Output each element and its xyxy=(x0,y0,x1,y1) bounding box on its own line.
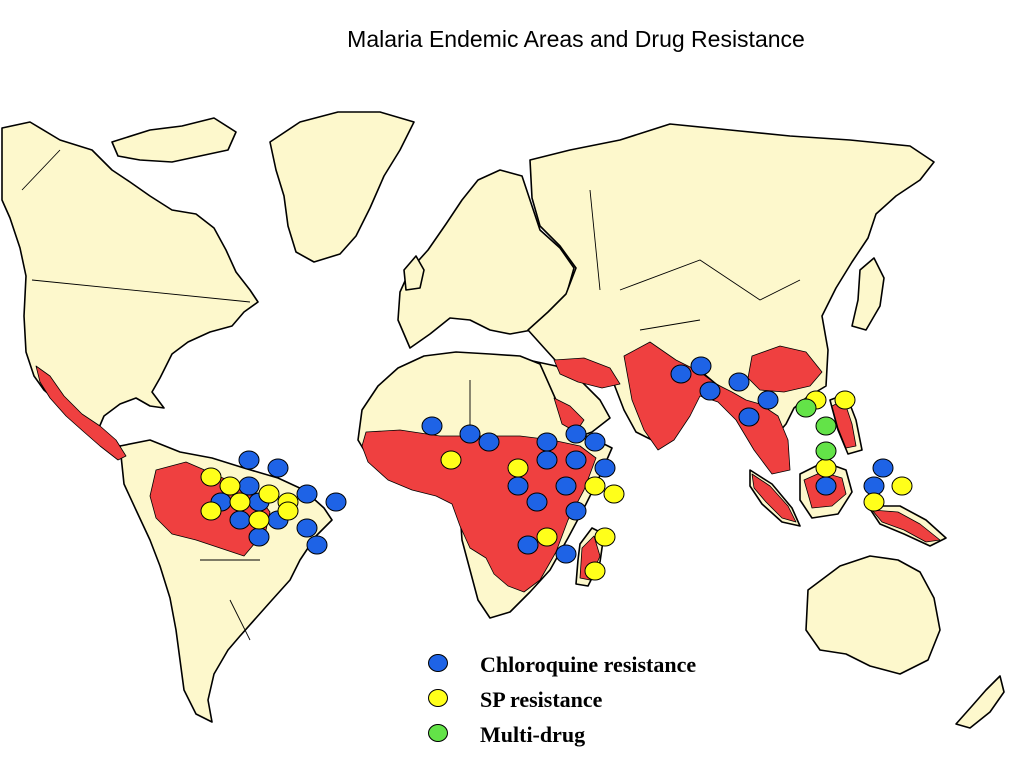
sp-marker xyxy=(584,561,606,581)
chloroquine-marker xyxy=(555,544,577,564)
chloroquine-marker xyxy=(565,450,587,470)
europe xyxy=(397,169,575,349)
chloroquine-marker xyxy=(584,432,606,452)
sp-marker xyxy=(863,492,885,512)
chloroquine-marker xyxy=(565,501,587,521)
chloroquine-marker xyxy=(238,450,260,470)
chloroquine-marker xyxy=(594,458,616,478)
chloroquine-marker xyxy=(306,535,328,555)
japan xyxy=(851,257,885,331)
legend-label: SP resistance xyxy=(480,687,603,712)
sp-marker xyxy=(440,450,462,470)
chloroquine-marker xyxy=(459,424,481,444)
chloroquine-marker xyxy=(872,458,894,478)
endemic-sumatra xyxy=(751,473,797,523)
north-america xyxy=(1,121,259,457)
chloroquine-marker xyxy=(815,476,837,496)
chloroquine-marker xyxy=(699,381,721,401)
endemic-africa xyxy=(361,429,597,593)
sp-marker xyxy=(248,510,270,530)
endemic-china-south xyxy=(747,345,823,393)
chloroquine-marker xyxy=(565,424,587,444)
chloroquine-marker xyxy=(536,432,558,452)
multidrug-marker xyxy=(795,398,817,418)
malaria-endemic-areas xyxy=(35,341,941,593)
chloroquine-marker xyxy=(267,458,289,478)
chloroquine-marker xyxy=(248,527,270,547)
sp-marker xyxy=(200,501,222,521)
endemic-central-america xyxy=(35,365,127,461)
multidrug-marker xyxy=(815,441,837,461)
greenland xyxy=(269,111,415,263)
sp-marker xyxy=(536,527,558,547)
endemic-middle-east xyxy=(553,357,621,389)
chloroquine-swatch-icon xyxy=(428,654,448,672)
sp-marker xyxy=(258,484,280,504)
chloroquine-marker xyxy=(325,492,347,512)
sp-marker xyxy=(200,467,222,487)
multidrug-marker xyxy=(815,416,837,436)
sp-marker xyxy=(507,458,529,478)
map-title: Malaria Endemic Areas and Drug Resistanc… xyxy=(347,26,805,52)
chloroquine-marker xyxy=(863,476,885,496)
legend-label: Chloroquine resistance xyxy=(480,652,697,677)
sp-marker xyxy=(219,476,241,496)
legend-label: Multi-drug xyxy=(480,722,586,747)
sp-marker xyxy=(584,476,606,496)
chloroquine-marker xyxy=(555,476,577,496)
chloroquine-marker xyxy=(296,484,318,504)
sp-marker xyxy=(834,390,856,410)
australia xyxy=(805,555,941,675)
land-masses xyxy=(1,111,1005,729)
sp-marker xyxy=(603,484,625,504)
multidrug-swatch-icon xyxy=(428,724,448,742)
sp-marker xyxy=(277,501,299,521)
chloroquine-marker xyxy=(690,356,712,376)
sp-marker xyxy=(815,458,837,478)
chloroquine-marker xyxy=(507,476,529,496)
chloroquine-marker xyxy=(738,407,760,427)
chloroquine-marker xyxy=(526,492,548,512)
chloroquine-marker xyxy=(517,535,539,555)
new-zealand xyxy=(955,675,1005,729)
sp-marker xyxy=(594,527,616,547)
british-isles xyxy=(403,255,425,291)
sp-swatch-icon xyxy=(428,689,448,707)
sp-marker xyxy=(891,476,913,496)
chloroquine-marker xyxy=(421,416,443,436)
endemic-new-guinea xyxy=(871,509,941,543)
chloroquine-marker xyxy=(296,518,318,538)
chloroquine-marker xyxy=(229,510,251,530)
endemic-south-asia xyxy=(623,341,791,475)
arctic-islands xyxy=(111,117,237,163)
sp-marker xyxy=(229,492,251,512)
chloroquine-marker xyxy=(536,450,558,470)
chloroquine-marker xyxy=(757,390,779,410)
drug-resistance-markers xyxy=(200,356,913,581)
chloroquine-marker xyxy=(728,372,750,392)
chloroquine-marker xyxy=(238,476,260,496)
chloroquine-marker xyxy=(478,432,500,452)
chloroquine-marker xyxy=(670,364,692,384)
